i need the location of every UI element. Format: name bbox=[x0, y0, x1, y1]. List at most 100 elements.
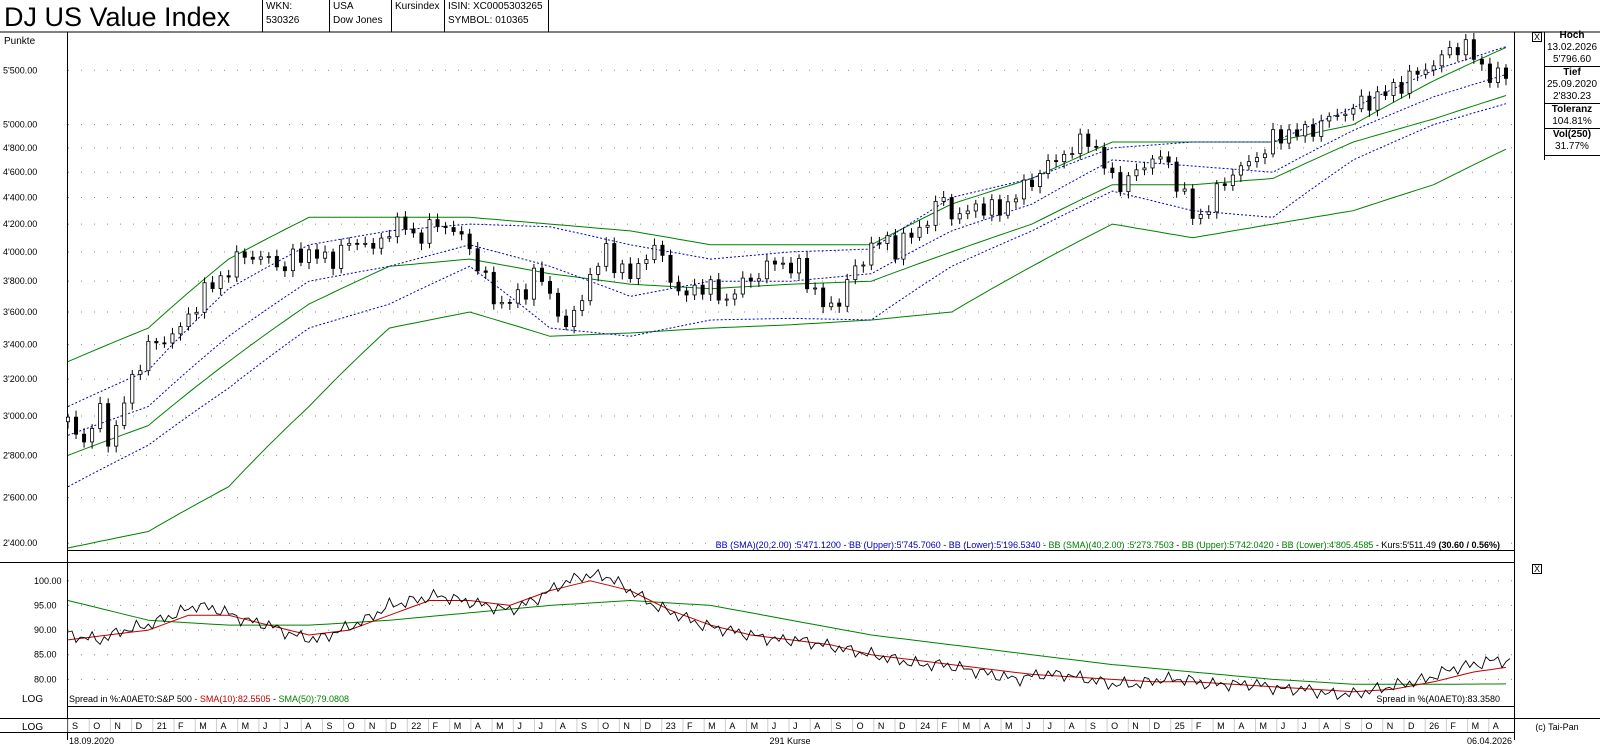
candle-body bbox=[411, 228, 416, 234]
candle-body bbox=[548, 281, 553, 294]
end-date: 06.04.2026 bbox=[1467, 736, 1512, 746]
candle-body bbox=[1375, 91, 1380, 111]
candle-body bbox=[676, 281, 681, 292]
month-label: N bbox=[1132, 721, 1139, 731]
y-tick-label: 5'000.00 bbox=[3, 120, 37, 130]
candle-body bbox=[451, 227, 456, 232]
candle-body bbox=[797, 258, 802, 274]
candle-body bbox=[459, 231, 464, 235]
candle-body bbox=[1230, 174, 1235, 186]
price-candles bbox=[66, 33, 1508, 453]
candle-body bbox=[1311, 124, 1316, 137]
y-axis-label: Punkte bbox=[4, 36, 36, 47]
candle-body bbox=[845, 279, 850, 307]
close-main-button[interactable]: X bbox=[1532, 32, 1542, 42]
sub-legend-right: Spread in %(A0AET0):83.3580 bbox=[1376, 694, 1500, 704]
legend-entry: SMA(50):79.0808 bbox=[278, 694, 349, 704]
candle-body bbox=[435, 219, 440, 227]
vol-label: Vol(250) bbox=[1544, 128, 1600, 141]
month-label: J bbox=[1026, 721, 1031, 731]
candle-body bbox=[315, 249, 320, 259]
candle-body bbox=[556, 292, 561, 317]
candle-body bbox=[1086, 133, 1091, 147]
isin-box: ISIN: XC0005303265 SYMBOL: 010365 bbox=[444, 0, 549, 32]
candle-body bbox=[660, 244, 665, 256]
candle-body bbox=[917, 226, 922, 238]
y-tick-label: 3'800.00 bbox=[3, 276, 37, 286]
candle-body bbox=[395, 216, 400, 238]
month-label: M bbox=[963, 721, 971, 731]
month-label: J bbox=[539, 721, 544, 731]
candle-body bbox=[564, 315, 569, 327]
candle-body bbox=[523, 289, 528, 300]
candle-body bbox=[877, 242, 882, 245]
legend-entry: BB (Upper):5'745.7060 bbox=[849, 540, 941, 550]
month-label: N bbox=[878, 721, 885, 731]
month-label: M bbox=[496, 721, 504, 731]
quote-count: 291 Kurse bbox=[769, 736, 810, 746]
tief-label: Tief bbox=[1544, 66, 1600, 79]
tief-value: 2'830.23 bbox=[1552, 91, 1592, 102]
candle-body bbox=[194, 311, 199, 315]
candle-body bbox=[652, 244, 657, 261]
month-label: M bbox=[1472, 721, 1480, 731]
bb20-middle-line bbox=[67, 74, 1507, 436]
toleranz-value: 104.81% bbox=[1552, 116, 1592, 127]
month-label: 21 bbox=[157, 721, 167, 731]
candle-body bbox=[909, 232, 914, 238]
candle-body bbox=[170, 333, 175, 344]
bb40-middle-line bbox=[67, 95, 1507, 456]
y-tick-label: 4'600.00 bbox=[3, 167, 37, 177]
month-axis: S O N D 21 F M A M J J A S O N D 22 F M A M J J A S O N D 23 F M A M J J A S… bbox=[67, 719, 1499, 732]
candle-body bbox=[1206, 211, 1211, 215]
header-bar bbox=[0, 0, 1600, 34]
close-icon: X bbox=[1534, 32, 1540, 42]
legend-entry: Spread in %:A0AET0:S&P 500 bbox=[69, 694, 192, 704]
start-date: 18.09.2020 bbox=[69, 736, 114, 746]
candle-body bbox=[1335, 115, 1340, 117]
candle-body bbox=[981, 203, 986, 216]
y-tick-label: 4'000.00 bbox=[3, 247, 37, 257]
candle-body bbox=[1078, 133, 1083, 154]
candle-body bbox=[146, 340, 151, 372]
candle-body bbox=[997, 199, 1002, 216]
candle-body bbox=[387, 236, 392, 239]
month-label: D bbox=[1408, 721, 1415, 731]
candle-body bbox=[1415, 70, 1420, 75]
candle-body bbox=[1319, 120, 1324, 137]
month-label: S bbox=[1344, 721, 1350, 731]
candle-body bbox=[483, 270, 488, 273]
type-box: Kursindex bbox=[391, 0, 445, 32]
candle-body bbox=[893, 235, 898, 260]
month-label: A bbox=[560, 721, 566, 731]
toleranz-label: Toleranz bbox=[1544, 103, 1600, 116]
candle-body bbox=[443, 225, 448, 228]
candle-body bbox=[371, 242, 376, 249]
candle-body bbox=[1134, 169, 1139, 177]
log-toggle-main[interactable]: LOG bbox=[22, 722, 43, 733]
candle-body bbox=[1142, 167, 1147, 171]
candle-body bbox=[1005, 201, 1010, 216]
month-label: F bbox=[433, 721, 439, 731]
isin-label: ISIN: XC0005303265 bbox=[448, 1, 543, 12]
y-tick-label: 2'600.00 bbox=[3, 493, 37, 503]
candle-body bbox=[1423, 69, 1428, 75]
month-label: A bbox=[1493, 721, 1499, 731]
candle-body bbox=[1102, 146, 1107, 169]
candle-body bbox=[780, 262, 785, 265]
month-label: A bbox=[1069, 721, 1075, 731]
legend-entry: - bbox=[841, 540, 849, 550]
candle-body bbox=[298, 248, 303, 263]
candle-body bbox=[1487, 63, 1492, 83]
close-sub-button[interactable]: X bbox=[1532, 564, 1542, 574]
y-tick-label: 4'400.00 bbox=[3, 193, 37, 203]
legend-entry: - bbox=[270, 694, 278, 704]
country-label: USA bbox=[333, 1, 354, 12]
candle-body bbox=[379, 237, 384, 249]
month-label: D bbox=[390, 721, 397, 731]
candle-body bbox=[1126, 175, 1131, 193]
month-label: F bbox=[941, 721, 947, 731]
vol-value: 31.77% bbox=[1544, 141, 1600, 156]
candle-body bbox=[1455, 47, 1460, 56]
log-toggle-sub[interactable]: LOG bbox=[22, 694, 43, 705]
